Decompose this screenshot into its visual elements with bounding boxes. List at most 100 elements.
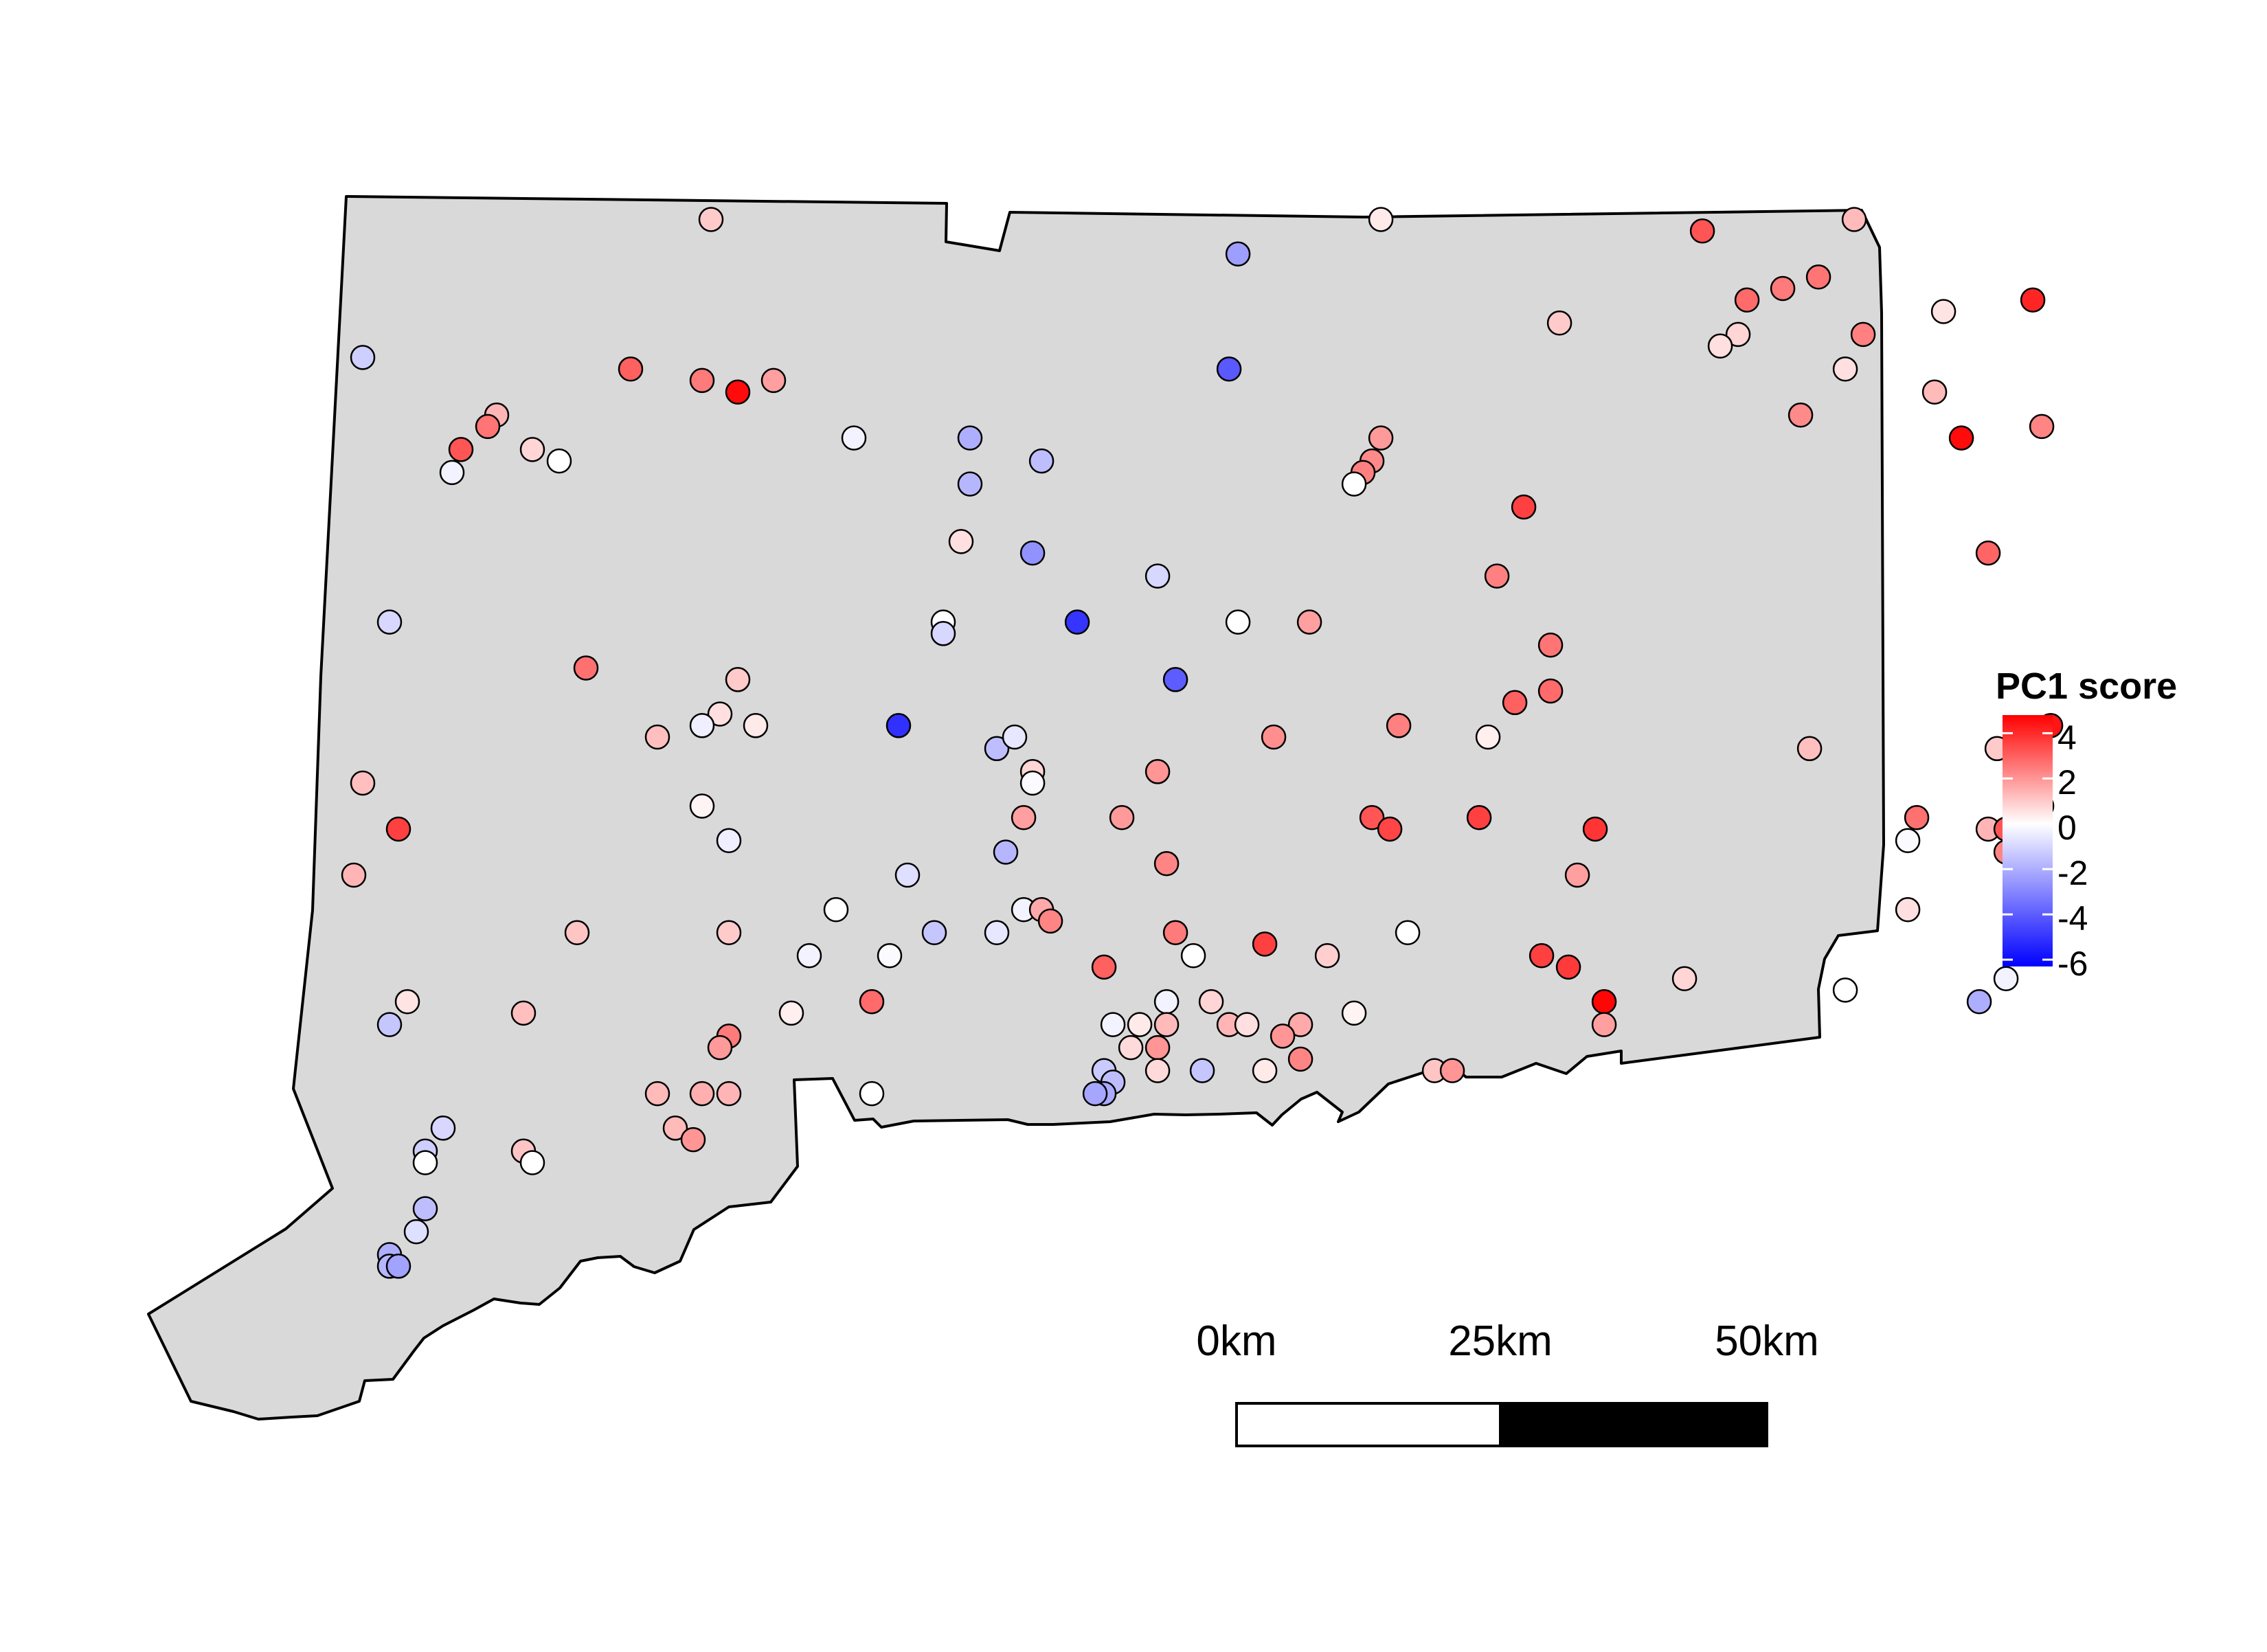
site-point-64 xyxy=(1002,724,1028,750)
site-point-125 xyxy=(1591,988,1617,1015)
site-point-76 xyxy=(1011,804,1037,830)
legend-label-0: 0 xyxy=(2057,808,2077,847)
site-point-155 xyxy=(680,1127,706,1153)
site-point-55 xyxy=(1162,667,1188,692)
site-point-75 xyxy=(689,793,715,819)
site-point-12 xyxy=(1546,310,1572,336)
site-point-63 xyxy=(984,736,1010,762)
site-point-100 xyxy=(564,920,590,945)
site-point-119 xyxy=(859,988,885,1015)
site-point-131 xyxy=(707,1034,733,1061)
site-point-138 xyxy=(1270,1023,1296,1049)
site-point-30 xyxy=(439,460,465,486)
site-point-4 xyxy=(1689,218,1715,244)
site-point-139 xyxy=(1144,1058,1171,1083)
site-point-7 xyxy=(1770,275,1796,302)
site-point-120 xyxy=(1153,988,1180,1015)
site-point-86 xyxy=(385,816,411,842)
scale-label-50km: 50km xyxy=(1715,1317,1819,1365)
site-point-160 xyxy=(412,1196,438,1221)
site-point-51 xyxy=(1296,609,1322,635)
site-point-164 xyxy=(385,1254,411,1279)
site-point-92 xyxy=(993,839,1019,865)
site-point-32 xyxy=(841,425,867,451)
site-point-81 xyxy=(1582,816,1608,842)
site-point-42 xyxy=(1019,540,1046,566)
site-point-159 xyxy=(519,1150,545,1175)
site-point-16 xyxy=(1921,379,1948,405)
site-point-73 xyxy=(1019,770,1046,796)
site-point-67 xyxy=(1475,724,1501,750)
site-point-54 xyxy=(725,667,751,692)
site-point-65 xyxy=(1261,724,1287,750)
site-point-20 xyxy=(725,379,751,405)
site-point-25 xyxy=(2029,414,2055,440)
site-point-110 xyxy=(796,942,822,969)
legend-tick-marks xyxy=(2003,732,2053,961)
site-point-49 xyxy=(1064,609,1090,635)
site-point-148 xyxy=(1082,1080,1108,1107)
site-point-34 xyxy=(1028,448,1054,474)
site-point-46 xyxy=(376,609,403,635)
scale-label-0km: 0km xyxy=(1196,1317,1277,1365)
site-point-99 xyxy=(1895,896,1921,923)
site-point-10 xyxy=(1850,321,1876,348)
site-point-1 xyxy=(698,207,724,232)
site-point-43 xyxy=(1144,563,1171,589)
site-point-102 xyxy=(921,920,947,945)
scale-label-25km: 25km xyxy=(1448,1317,1553,1365)
site-point-129 xyxy=(376,1012,403,1037)
site-point-9 xyxy=(1930,299,1956,324)
site-point-91 xyxy=(894,862,921,888)
site-point-137 xyxy=(1234,1012,1260,1037)
site-point-126 xyxy=(1591,1012,1617,1037)
site-point-74 xyxy=(1144,759,1171,784)
site-point-14 xyxy=(1707,333,1733,359)
site-point-41 xyxy=(948,529,974,554)
site-point-33 xyxy=(957,425,983,451)
site-point-121 xyxy=(1198,988,1224,1015)
site-point-82 xyxy=(1904,804,1930,830)
site-point-22 xyxy=(1216,356,1242,382)
site-point-5 xyxy=(1841,207,1867,232)
site-point-39 xyxy=(1341,471,1367,497)
site-point-57 xyxy=(1502,690,1528,716)
site-point-87 xyxy=(716,828,742,853)
site-point-151 xyxy=(716,1080,742,1107)
site-point-149 xyxy=(644,1080,670,1107)
site-point-134 xyxy=(1118,1034,1144,1061)
site-point-36 xyxy=(1368,425,1394,451)
site-point-95 xyxy=(823,896,849,923)
site-point-21 xyxy=(760,367,787,394)
site-point-28 xyxy=(448,437,474,462)
site-point-141 xyxy=(1252,1058,1278,1083)
site-point-112 xyxy=(1180,942,1206,969)
site-point-52 xyxy=(1537,632,1564,658)
site-point-152 xyxy=(859,1080,885,1107)
site-point-40 xyxy=(1511,494,1537,520)
legend-label-4: 4 xyxy=(2057,718,2077,757)
site-points xyxy=(341,207,2064,1279)
site-point-17 xyxy=(350,345,376,370)
legend-colorbar xyxy=(2003,715,2053,966)
site-point-115 xyxy=(1832,977,1858,1003)
site-point-136 xyxy=(1144,1034,1171,1061)
site-point-24 xyxy=(1948,425,1974,451)
legend-title: PC1 score xyxy=(1996,666,2178,707)
site-point-60 xyxy=(689,713,715,738)
site-point-88 xyxy=(1895,828,1921,853)
site-point-132 xyxy=(1100,1012,1126,1037)
site-point-58 xyxy=(707,701,733,727)
site-point-107 xyxy=(1395,920,1421,945)
site-point-123 xyxy=(1341,1000,1367,1026)
site-point-45 xyxy=(1975,540,2001,566)
site-point-154 xyxy=(662,1116,688,1141)
site-point-3 xyxy=(1368,207,1394,232)
site-point-127 xyxy=(1966,988,1992,1015)
site-point-116 xyxy=(394,988,420,1015)
site-point-105 xyxy=(1252,931,1278,957)
site-point-44 xyxy=(1484,563,1510,589)
site-point-61 xyxy=(644,724,670,750)
scale-bar-segment-0-25km xyxy=(1235,1402,1502,1447)
